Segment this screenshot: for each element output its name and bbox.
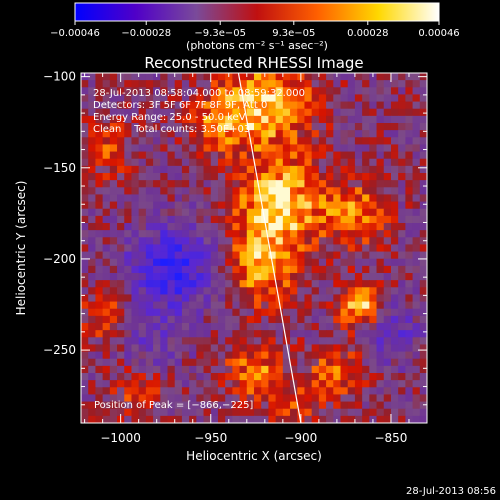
y-tick-label: −200 <box>43 252 76 266</box>
y-tick-label: −100 <box>43 70 76 84</box>
peak-position-text: Position of Peak = [−866,−225] <box>94 400 253 411</box>
footer-timestamp: 28-Jul-2013 08:56 <box>406 486 496 497</box>
x-tick-label: −850 <box>374 431 407 445</box>
colorbar <box>74 2 440 22</box>
colorbar-tick-label: −9.3e−05 <box>194 28 246 39</box>
chart-title: Reconstructed RHESSI Image <box>144 54 363 72</box>
y-tick-label: −250 <box>43 343 76 357</box>
y-axis-label: Heliocentric Y (arcsec) <box>14 181 28 316</box>
plot-frame <box>80 72 428 424</box>
y-tick-label: −150 <box>43 161 76 175</box>
colorbar-ticks: −0.00046 −0.00028 −9.3e−05 9.3e−05 0.00028 0.… <box>50 21 460 39</box>
clean-counts-text: Clean Total counts: 3.50E+03 <box>93 124 250 135</box>
x-tick-label: −900 <box>284 431 317 445</box>
time-range-text: 28-Jul-2013 08:58:04.000 to 08:59:32.000 <box>93 88 305 99</box>
colorbar-tick-label: 0.00046 <box>418 28 459 39</box>
colorbar-tick-label: 0.00028 <box>347 28 388 39</box>
x-axis-label: Heliocentric X (arcsec) <box>186 449 322 463</box>
solar-limb-line <box>237 73 302 423</box>
energy-range-text: Energy Range: 25.0 - 50.0 keV <box>93 112 246 123</box>
axis-ticks: −1000 −950 −900 −850 −100 −150 −200 −250 <box>43 70 428 445</box>
colorbar-tick-label: −0.00046 <box>50 28 100 39</box>
colorbar-tick-label: 9.3e−05 <box>272 28 315 39</box>
colorbar-units: (photons cm⁻² s⁻¹ asec⁻²) <box>186 39 328 52</box>
colorbar-tick-label: −0.00028 <box>121 28 171 39</box>
detectors-text: Detectors: 3F 5F 6F 7F 8F 9F, Att 0 <box>93 100 267 111</box>
x-tick-label: −950 <box>194 431 227 445</box>
x-tick-label: −1000 <box>100 431 141 445</box>
heatmap-image <box>81 73 427 423</box>
